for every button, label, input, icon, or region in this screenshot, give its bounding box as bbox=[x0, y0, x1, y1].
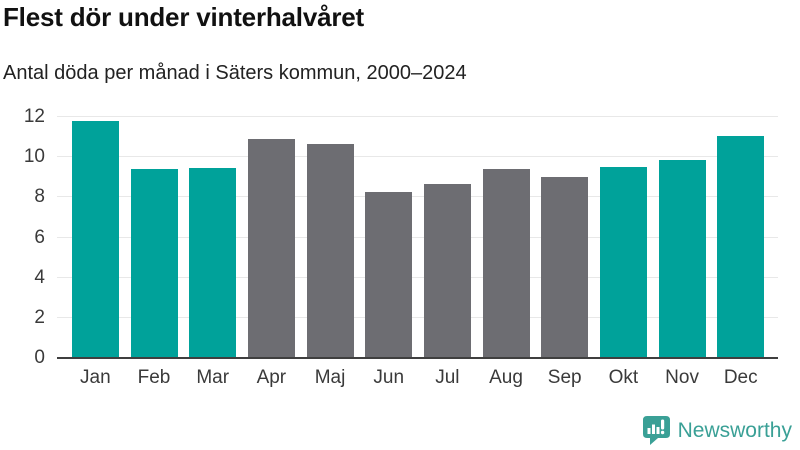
x-axis-tick-labels: Jan Feb Mar Apr Maj Jun Jul Aug Sep Okt Nov Dec bbox=[57, 367, 778, 389]
y-tick-label-12: 12 bbox=[23, 106, 45, 127]
bar-slot-maj bbox=[301, 117, 360, 358]
bar-chart-speech-bubble-icon bbox=[642, 416, 670, 445]
bar-aug bbox=[482, 169, 530, 358]
newsworthy-logo: Newsworthy bbox=[642, 415, 792, 446]
bar-okt bbox=[599, 167, 647, 358]
gridline-y8 bbox=[57, 196, 778, 198]
bar-slot-dec bbox=[711, 117, 770, 358]
bar-sep bbox=[541, 177, 589, 358]
bar-apr bbox=[247, 139, 295, 358]
chart-title: Flest dör under vinterhalvåret bbox=[3, 2, 364, 32]
x-tick-label-nov: Nov bbox=[665, 367, 699, 388]
y-tick-label-6: 6 bbox=[34, 226, 45, 248]
bar-dec bbox=[717, 136, 765, 358]
bar-maj bbox=[306, 144, 354, 358]
bar-slot-nov bbox=[653, 117, 712, 358]
y-axis-tick-labels: 0 2 4 6 8 10 12 bbox=[0, 106, 45, 368]
bar-feb bbox=[130, 169, 178, 358]
gridline-y10 bbox=[57, 156, 778, 158]
bar-slot-sep bbox=[535, 117, 594, 358]
y-tick-label-2: 2 bbox=[34, 306, 45, 328]
y-tick-label-0: 0 bbox=[34, 347, 45, 368]
y-tick-label-4: 4 bbox=[34, 266, 45, 288]
bar-mar bbox=[189, 168, 237, 358]
bar-slot-jun bbox=[359, 117, 418, 358]
logo-text: Newsworthy bbox=[677, 418, 792, 442]
bar-slot-apr bbox=[242, 117, 301, 358]
x-tick-label-aug: Aug bbox=[489, 367, 523, 388]
x-tick-label-jan: Jan bbox=[80, 367, 111, 388]
bar-slot-feb bbox=[125, 117, 184, 358]
bar-slot-okt bbox=[594, 117, 653, 358]
x-tick-label-feb: Feb bbox=[137, 367, 171, 388]
bar-jun bbox=[365, 192, 413, 358]
bar-slot-mar bbox=[183, 117, 242, 358]
plot-area bbox=[57, 116, 778, 359]
x-tick-label-mar: Mar bbox=[196, 367, 230, 388]
x-tick-label-maj: Maj bbox=[314, 367, 346, 388]
bar-slot-jan bbox=[66, 117, 125, 358]
x-tick-label-jun: Jun bbox=[373, 367, 405, 388]
bar-slot-jul bbox=[418, 117, 477, 358]
y-tick-label-8: 8 bbox=[34, 186, 45, 208]
chart-subtitle: Antal döda per månad i Säters kommun, 20… bbox=[3, 62, 467, 84]
x-tick-label-dec: Dec bbox=[723, 367, 758, 388]
gridline-y6 bbox=[57, 236, 778, 238]
x-axis-line bbox=[57, 357, 778, 359]
bar-jul bbox=[423, 184, 471, 358]
x-tick-label-jul: Jul bbox=[435, 367, 460, 388]
gridline-y2 bbox=[57, 316, 778, 318]
bar-slot-aug bbox=[477, 117, 536, 358]
x-tick-label-okt: Okt bbox=[608, 367, 639, 388]
gridline-y4 bbox=[57, 276, 778, 278]
bar-jan bbox=[71, 121, 119, 358]
bar-nov bbox=[658, 160, 706, 358]
gridline-y12 bbox=[57, 116, 778, 117]
x-tick-label-sep: Sep bbox=[547, 367, 582, 388]
bars-container bbox=[57, 117, 778, 358]
y-tick-label-10: 10 bbox=[23, 146, 45, 168]
x-tick-label-apr: Apr bbox=[256, 367, 287, 388]
